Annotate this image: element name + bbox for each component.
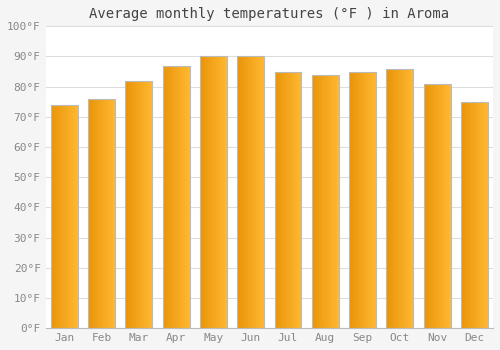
Bar (274, 71, 301, 328)
Bar (162, 65, 190, 328)
Bar (461, 102, 488, 328)
Bar (88, 99, 115, 328)
Bar (126, 80, 152, 328)
Bar (200, 56, 227, 328)
Bar (424, 84, 450, 328)
Title: Average monthly temperatures (°F ) in Aroma: Average monthly temperatures (°F ) in Ar… (89, 7, 450, 21)
Bar (51, 105, 78, 328)
Bar (386, 69, 413, 328)
Bar (312, 75, 338, 328)
Bar (237, 56, 264, 328)
Bar (349, 71, 376, 328)
